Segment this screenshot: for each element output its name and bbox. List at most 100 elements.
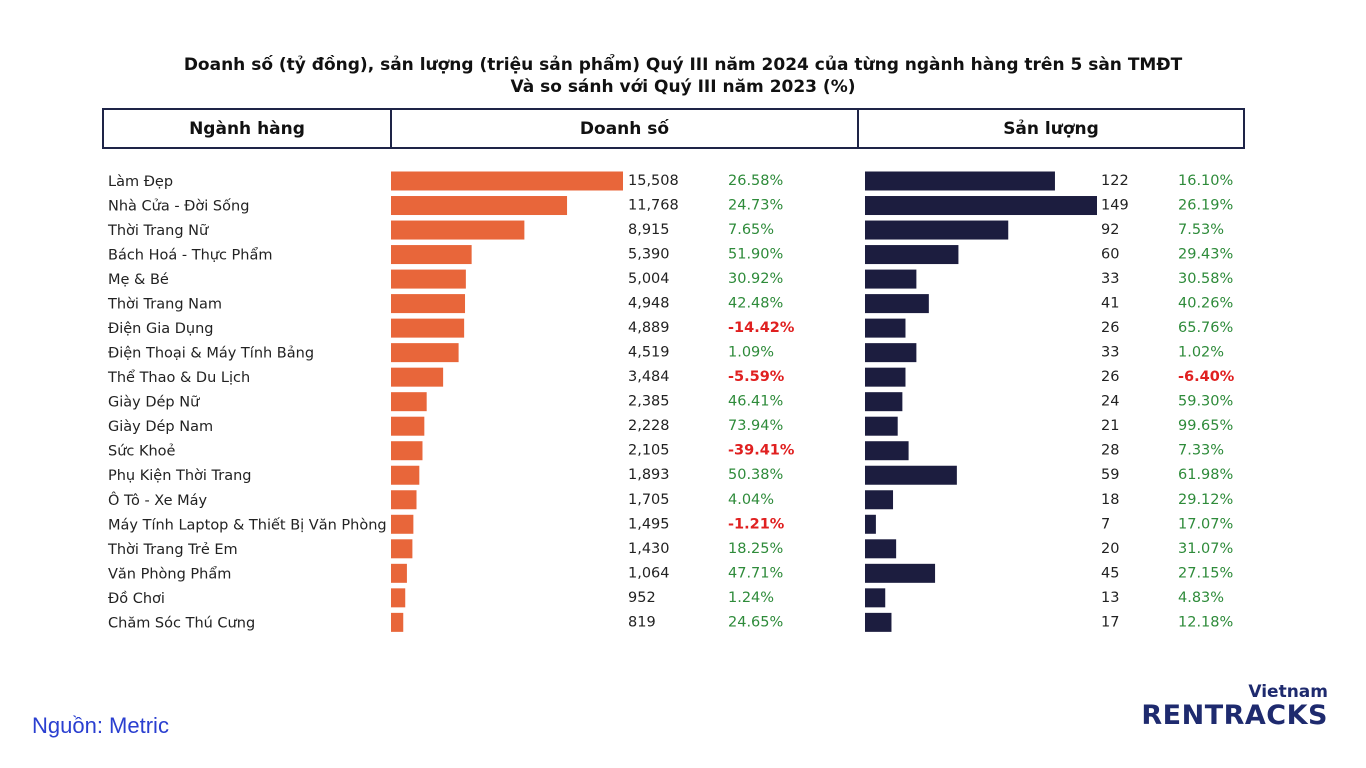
volume-value-label: 28 [1101,443,1119,459]
revenue-bar [391,392,427,412]
revenue-change-label: 7.65% [728,222,774,238]
revenue-bar [391,514,414,534]
volume-change-label: 7.53% [1178,222,1224,238]
volume-value-label: 26 [1101,369,1119,385]
volume-bar [865,539,897,559]
volume-value-label: 18 [1101,492,1119,508]
revenue-change-label: 46.41% [728,394,783,410]
volume-bar [865,465,957,485]
revenue-bar [391,490,417,510]
volume-change-label: 4.83% [1178,590,1224,606]
table-header: Ngành hàng Doanh số Sản lượng [102,108,1245,149]
volume-change-label: 65.76% [1178,320,1233,336]
revenue-value-label: 4,519 [628,345,670,361]
revenue-bar [391,245,472,265]
revenue-value-label: 3,484 [628,369,670,385]
volume-change-label: 26.19% [1178,198,1233,214]
category-label: Chăm Sóc Thú Cưng [108,615,255,631]
category-label: Giày Dép Nữ [108,395,200,411]
volume-value-label: 60 [1101,247,1119,263]
revenue-value-label: 1,705 [628,492,670,508]
volume-bar [865,343,917,363]
category-label: Văn Phòng Phẩm [108,565,231,582]
revenue-change-label: 50.38% [728,467,783,483]
chart-title-line2: Và so sánh với Quý III năm 2023 (%) [510,77,856,97]
category-label: Thể Thao & Du Lịch [107,369,250,386]
volume-change-label: 40.26% [1178,296,1233,312]
revenue-change-label: 4.04% [728,492,774,508]
volume-value-label: 41 [1101,296,1119,312]
revenue-bar [391,196,568,216]
revenue-change-label: 73.94% [728,418,783,434]
volume-change-label: 17.07% [1178,516,1233,532]
category-label: Bách Hoá - Thực Phẩm [108,247,272,264]
revenue-value-label: 4,889 [628,320,670,336]
volume-change-label: 59.30% [1178,394,1233,410]
revenue-bar [391,171,623,191]
revenue-value-label: 1,893 [628,467,670,483]
revenue-bar [391,588,406,608]
volume-change-label: 27.15% [1178,565,1233,581]
revenue-value-label: 5,004 [628,271,670,287]
category-label: Sức Khoẻ [108,444,176,460]
revenue-change-label: 47.71% [728,565,783,581]
source-note: Nguồn: Metric [32,713,169,738]
volume-bar [865,612,892,632]
category-label: Đồ Chơi [108,590,165,607]
volume-change-label: -6.40% [1178,369,1235,385]
category-label: Thời Trang Nữ [107,223,209,239]
revenue-bar [391,343,459,363]
volume-bar [865,220,1009,240]
revenue-change-label: 1.09% [728,345,774,361]
volume-value-label: 122 [1101,173,1129,189]
volume-bar [865,441,909,461]
revenue-value-label: 11,768 [628,198,679,214]
volume-value-label: 13 [1101,590,1119,606]
header-revenue: Doanh số [390,110,857,147]
volume-change-label: 99.65% [1178,418,1233,434]
revenue-bar [391,416,425,436]
revenue-change-label: 24.65% [728,614,783,630]
volume-value-label: 149 [1101,198,1129,214]
volume-change-label: 31.07% [1178,541,1233,557]
volume-value-label: 26 [1101,320,1119,336]
volume-change-label: 16.10% [1178,173,1233,189]
category-label: Thời Trang Nam [107,297,222,313]
volume-bar [865,392,903,412]
revenue-value-label: 952 [628,590,656,606]
rentracks-logo: Vietnam RENTRACKS [1141,683,1328,731]
revenue-value-label: 2,105 [628,443,670,459]
category-label: Thời Trang Trẻ Em [107,542,238,558]
volume-change-label: 29.43% [1178,247,1233,263]
revenue-value-label: 4,948 [628,296,670,312]
header-volume: Sản lượng [857,110,1243,147]
volume-value-label: 92 [1101,222,1119,238]
volume-bar [865,367,906,387]
category-label: Điện Thoại & Máy Tính Bảng [108,346,314,362]
revenue-change-label: 18.25% [728,541,783,557]
volume-bar [865,563,936,583]
revenue-value-label: 5,390 [628,247,670,263]
revenue-value-label: 2,228 [628,418,670,434]
volume-change-label: 61.98% [1178,467,1233,483]
volume-bar [865,514,876,534]
revenue-bar [391,563,407,583]
volume-value-label: 7 [1101,516,1110,532]
revenue-bar [391,612,404,632]
header-category: Ngành hàng [189,118,305,139]
category-label: Ô Tô - Xe Máy [108,491,208,509]
revenue-bar [391,220,525,240]
revenue-value-label: 819 [628,614,656,630]
volume-bar [865,490,894,510]
revenue-bar [391,441,423,461]
revenue-change-label: -5.59% [728,369,785,385]
revenue-change-label: -39.41% [728,443,795,459]
volume-value-label: 21 [1101,418,1119,434]
volume-change-label: 29.12% [1178,492,1233,508]
volume-value-label: 45 [1101,565,1119,581]
revenue-value-label: 1,064 [628,565,670,581]
volume-change-label: 12.18% [1178,614,1233,630]
revenue-change-label: 26.58% [728,173,783,189]
revenue-change-label: 1.24% [728,590,774,606]
revenue-change-label: 24.73% [728,198,783,214]
